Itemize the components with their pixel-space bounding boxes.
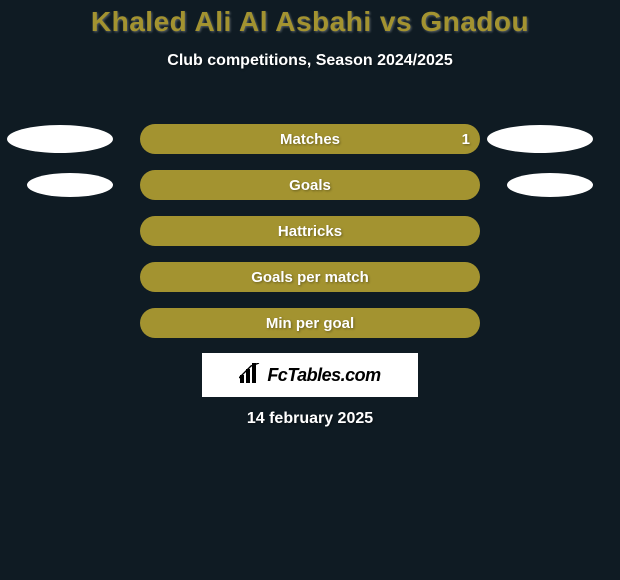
stat-value: 1 xyxy=(462,131,470,148)
stat-rows: Matches 1 Goals Hattricks Goals per match Min… xyxy=(0,124,620,354)
stat-bar: Goals per match xyxy=(140,262,480,292)
stat-row: Goals per match xyxy=(0,262,620,292)
bars-chart-icon xyxy=(239,363,261,388)
stat-bar: Matches 1 xyxy=(140,124,480,154)
date-line: 14 february 2025 xyxy=(0,410,620,428)
stat-row: Matches 1 xyxy=(0,124,620,154)
stat-bar: Hattricks xyxy=(140,216,480,246)
stat-row: Hattricks xyxy=(0,216,620,246)
stat-row: Goals xyxy=(0,170,620,200)
stat-label: Goals per match xyxy=(251,269,369,286)
page-title: Khaled Ali Al Asbahi vs Gnadou xyxy=(0,0,620,38)
stat-label: Goals xyxy=(289,177,331,194)
stat-label: Hattricks xyxy=(278,223,342,240)
left-indicator xyxy=(7,125,113,153)
stat-bar: Goals xyxy=(140,170,480,200)
right-indicator xyxy=(487,125,593,153)
stat-row: Min per goal xyxy=(0,308,620,338)
stat-label: Min per goal xyxy=(266,315,354,332)
page-subtitle: Club competitions, Season 2024/2025 xyxy=(0,52,620,70)
brand-box: FcTables.com xyxy=(202,353,418,397)
stat-bar: Min per goal xyxy=(140,308,480,338)
brand-text: FcTables.com xyxy=(267,365,380,386)
left-indicator xyxy=(27,173,113,197)
stat-label: Matches xyxy=(280,131,340,148)
right-indicator xyxy=(507,173,593,197)
